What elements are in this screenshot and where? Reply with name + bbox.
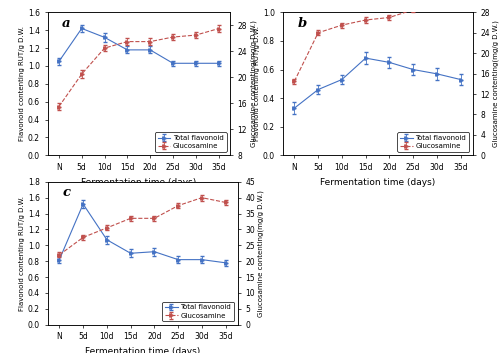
X-axis label: Fermentation time (days): Fermentation time (days) xyxy=(81,178,196,186)
Text: c: c xyxy=(62,186,71,199)
Y-axis label: Flavonoid contenting RUT/g D.W.: Flavonoid contenting RUT/g D.W. xyxy=(254,26,260,141)
Y-axis label: Glucosamine contenting(mg/g D.W.): Glucosamine contenting(mg/g D.W.) xyxy=(258,190,264,317)
Y-axis label: Glucosamine contenting(mg/g D.W.): Glucosamine contenting(mg/g D.W.) xyxy=(250,20,256,147)
Legend: Total flavonoid, Glucosamine: Total flavonoid, Glucosamine xyxy=(398,132,469,152)
X-axis label: Fermentation time (days): Fermentation time (days) xyxy=(85,347,200,353)
Y-axis label: Flavonoid contenting RUT/g D.W.: Flavonoid contenting RUT/g D.W. xyxy=(19,196,25,311)
Y-axis label: Flavonoid contenting RUT/g D.W.: Flavonoid contenting RUT/g D.W. xyxy=(19,26,25,141)
Text: a: a xyxy=(62,17,70,30)
Text: b: b xyxy=(298,17,307,30)
Y-axis label: Glucosamine contenting(mg/g D.W.): Glucosamine contenting(mg/g D.W.) xyxy=(492,20,499,147)
Legend: Total flavonoid, Glucosamine: Total flavonoid, Glucosamine xyxy=(162,302,234,321)
X-axis label: Fermentation time (days): Fermentation time (days) xyxy=(320,178,435,186)
Legend: Total flavonoid, Glucosamine: Total flavonoid, Glucosamine xyxy=(155,132,226,152)
